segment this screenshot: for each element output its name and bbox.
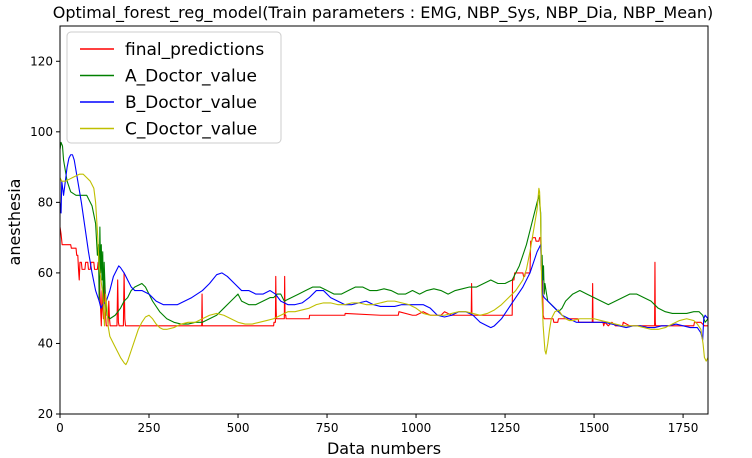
y-tick-label: 40 <box>38 336 53 350</box>
series-line-4 <box>60 173 708 366</box>
series-line-1 <box>60 226 708 327</box>
x-tick-label: 0 <box>56 421 64 435</box>
legend-entry: B_Doctor_value <box>125 93 257 113</box>
x-tick-label: 750 <box>316 421 339 435</box>
y-tick-label: 100 <box>30 125 53 139</box>
x-tick-label: 250 <box>138 421 161 435</box>
y-tick-label: 60 <box>38 266 53 280</box>
legend-entry: A_Doctor_value <box>125 67 257 87</box>
legend-entry: C_Doctor_value <box>125 120 257 140</box>
chart-title: Optimal_forest_reg_model(Train parameter… <box>53 3 714 23</box>
legend-entry: final_predictions <box>125 40 264 60</box>
y-axis-label: anesthesia <box>5 179 24 266</box>
x-tick-label: 500 <box>227 421 250 435</box>
legend-box <box>66 31 282 144</box>
legend: final_predictions A_Doctor_value B_Doctor_… <box>66 31 282 144</box>
plot-frame <box>59 25 709 415</box>
plot-lines <box>60 141 708 366</box>
y-tick-label: 120 <box>30 54 53 68</box>
y-axis: 20 40 60 80 100 120 <box>30 54 60 421</box>
x-axis: 0 250 500 750 1000 1250 1500 1750 <box>56 414 698 435</box>
x-tick-label: 1500 <box>579 421 610 435</box>
x-tick-label: 1000 <box>401 421 432 435</box>
x-tick-label: 1250 <box>490 421 521 435</box>
x-tick-label: 1750 <box>668 421 699 435</box>
series-line-2 <box>60 141 708 325</box>
y-tick-label: 20 <box>38 407 53 421</box>
y-tick-label: 80 <box>38 195 53 209</box>
x-axis-label: Data numbers <box>327 439 441 458</box>
series-line-3 <box>60 154 708 341</box>
